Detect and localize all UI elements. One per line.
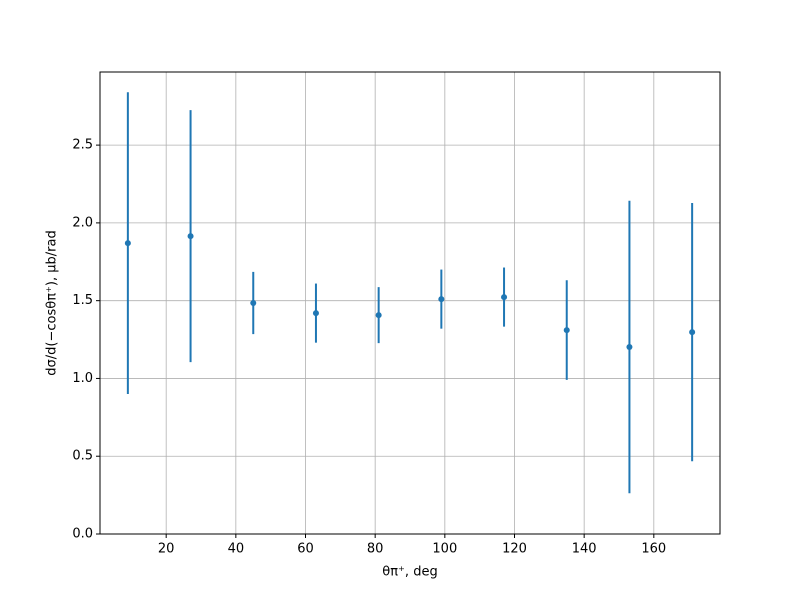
x-tick-label: 20 [158, 542, 175, 557]
data-point [563, 327, 570, 334]
y-tick-label: 1.5 [72, 293, 93, 308]
x-tick-label: 60 [297, 542, 314, 557]
data-point [187, 233, 194, 240]
y-tick-label: 0.5 [72, 449, 93, 464]
data-point [312, 310, 319, 317]
data-point [689, 329, 696, 336]
data-point [250, 300, 257, 306]
data-point [438, 296, 445, 303]
data-point [501, 294, 508, 301]
y-tick-label: 0.0 [72, 527, 93, 542]
y-tick-label: 2.5 [72, 138, 93, 153]
x-tick-label: 100 [432, 542, 457, 557]
y-tick-label: 1.0 [72, 371, 93, 386]
data-point [124, 240, 131, 247]
x-axis-label: θπ⁺, deg [382, 565, 437, 580]
plot-frame [99, 71, 721, 535]
x-tick-label: 160 [641, 542, 666, 557]
data-point [626, 344, 633, 351]
data-point [375, 312, 382, 319]
y-tick-label: 2.0 [72, 215, 93, 230]
y-axis-label: dσ/d(−cosθπ⁺), μb/rad [45, 230, 60, 375]
x-tick-label: 80 [367, 542, 384, 557]
x-tick-label: 140 [572, 542, 597, 557]
x-tick-label: 40 [228, 542, 245, 557]
x-tick-label: 120 [502, 542, 527, 557]
